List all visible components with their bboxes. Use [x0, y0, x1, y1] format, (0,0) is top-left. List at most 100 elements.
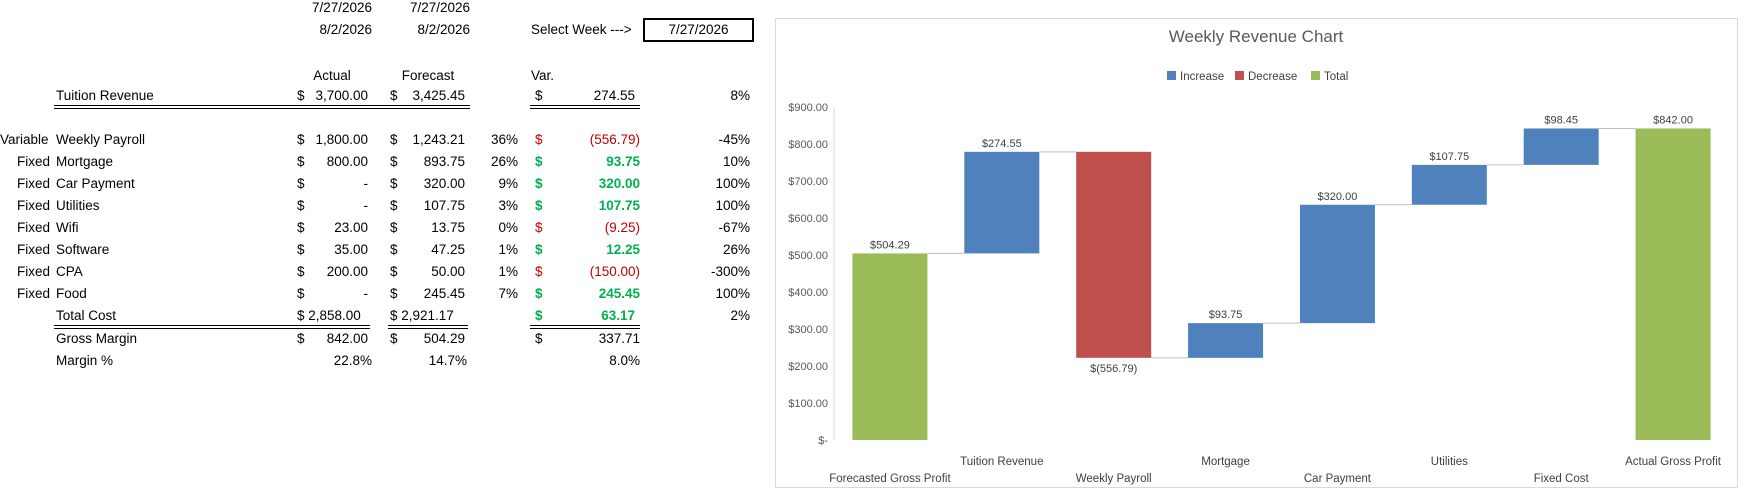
cost-var-symbol: $ — [535, 154, 543, 169]
cost-forecast: 13.75 — [431, 220, 465, 235]
cost-label: CPA — [56, 264, 83, 279]
total-cost-actual: $ 2,858.00 — [297, 308, 361, 323]
cost-label: Weekly Payroll — [56, 132, 146, 147]
cost-label: Utilities — [56, 198, 100, 213]
waterfall-bar-increase — [1523, 128, 1599, 165]
cost-forecast-symbol: $ — [390, 264, 398, 279]
margin-pct-var: 8.0% — [609, 353, 640, 368]
cost-forecast-symbol: $ — [390, 132, 398, 147]
waterfall-bar-increase — [1411, 164, 1487, 205]
gross-margin-actual: 842.00 — [326, 331, 368, 346]
cost-type: Fixed — [17, 176, 51, 191]
select-week-value: 7/27/2026 — [668, 22, 729, 37]
revenue-underline — [54, 105, 470, 109]
cost-forecast: 1,243.21 — [412, 132, 465, 147]
data-label: $842.00 — [1653, 114, 1693, 126]
weekly-revenue-chart[interactable]: Weekly Revenue Chart Increase Decrease Tota… — [775, 18, 1738, 488]
cost-actual-symbol: $ — [297, 198, 305, 213]
cost-label: Food — [56, 286, 87, 301]
cost-share: 0% — [498, 220, 518, 235]
cost-forecast: 107.75 — [423, 198, 465, 213]
revenue-var-symbol: $ — [535, 88, 543, 103]
revenue-var-pct: 8% — [730, 88, 750, 103]
y-tick-label: $400.00 — [788, 287, 828, 299]
cost-share: 1% — [498, 264, 518, 279]
y-tick-label: $300.00 — [788, 324, 828, 336]
cost-forecast-symbol: $ — [390, 242, 398, 257]
cost-share: 26% — [490, 154, 518, 169]
x-category-label: Forecasted Gross Profit — [829, 473, 951, 485]
cost-forecast-symbol: $ — [390, 176, 398, 191]
x-category-label: Utilities — [1431, 456, 1468, 468]
legend-label-decrease: Decrease — [1248, 71, 1297, 83]
cost-type: Fixed — [17, 264, 51, 279]
y-tick-label: $200.00 — [788, 361, 828, 373]
x-category-label: Fixed Cost — [1534, 473, 1590, 485]
cost-var-pct: -300% — [710, 264, 750, 279]
cost-type: Fixed — [17, 154, 51, 169]
revenue-forecast-symbol: $ — [390, 88, 398, 103]
cost-label: Car Payment — [56, 176, 135, 191]
y-tick-label: $500.00 — [788, 250, 828, 262]
x-category-label: Tuition Revenue — [960, 456, 1043, 468]
data-label: $98.45 — [1544, 114, 1578, 126]
cost-var-symbol: $ — [535, 176, 543, 191]
cost-actual-symbol: $ — [297, 154, 305, 169]
cost-actual: - — [363, 286, 369, 301]
waterfall-bar-increase — [1188, 323, 1264, 358]
cost-forecast-symbol: $ — [390, 198, 398, 213]
data-label: $274.55 — [982, 138, 1022, 150]
cost-actual: - — [363, 198, 369, 213]
actual-end-date: 8/2/2026 — [319, 22, 372, 37]
data-label: $(556.79) — [1090, 363, 1137, 375]
cost-actual-symbol: $ — [297, 264, 305, 279]
legend-swatch-increase — [1167, 71, 1176, 80]
cost-share: 7% — [498, 286, 518, 301]
total-cost-var-pct: 2% — [730, 308, 750, 323]
cost-var-symbol: $ — [535, 242, 543, 257]
select-week-label: Select Week ---> — [531, 22, 632, 37]
cost-actual: 200.00 — [326, 264, 368, 279]
x-category-label: Car Payment — [1304, 473, 1372, 485]
cost-var-pct: 10% — [722, 154, 750, 169]
chart-title: Weekly Revenue Chart — [1169, 27, 1344, 46]
select-week-input[interactable]: 7/27/2026 — [643, 18, 754, 42]
cost-var: 12.25 — [606, 242, 640, 257]
cost-actual: 23.00 — [334, 220, 368, 235]
data-label: $320.00 — [1318, 191, 1358, 203]
cost-var-symbol: $ — [535, 198, 543, 213]
y-tick-label: $900.00 — [788, 102, 828, 114]
cost-var-pct: 100% — [715, 198, 750, 213]
cost-share: 3% — [498, 198, 518, 213]
y-tick-label: $700.00 — [788, 176, 828, 188]
cost-share: 1% — [498, 242, 518, 257]
legend-swatch-decrease — [1235, 71, 1244, 80]
cost-forecast: 320.00 — [423, 176, 465, 191]
cost-actual-symbol: $ — [297, 176, 305, 191]
total-cost-actual-topline — [295, 325, 370, 329]
x-category-label: Actual Gross Profit — [1625, 456, 1722, 468]
cost-forecast-symbol: $ — [390, 220, 398, 235]
waterfall-bar-increase — [1299, 204, 1375, 324]
y-tick-label: $100.00 — [788, 398, 828, 410]
cost-share: 36% — [490, 132, 518, 147]
cost-var-pct: 100% — [715, 286, 750, 301]
cost-var-symbol: $ — [535, 220, 543, 235]
cost-actual: - — [363, 176, 369, 191]
cost-var-symbol: $ — [535, 286, 543, 301]
gross-margin-forecast-symbol: $ — [390, 331, 398, 346]
cost-type: Fixed — [17, 198, 51, 213]
cost-var: 107.75 — [598, 198, 640, 213]
cost-actual-symbol: $ — [297, 242, 305, 257]
gross-margin-forecast: 504.29 — [423, 331, 465, 346]
total-cost-var: 63.17 — [601, 308, 635, 323]
cost-actual-symbol: $ — [297, 132, 305, 147]
x-category-label: Mortgage — [1201, 456, 1250, 468]
column-header-forecast: Forecast — [401, 68, 455, 83]
cost-forecast: 245.45 — [423, 286, 465, 301]
y-tick-label: $- — [818, 435, 828, 447]
margin-pct-forecast: 14.7% — [428, 353, 467, 368]
revenue-forecast: 3,425.45 — [412, 88, 465, 103]
column-header-var: Var. — [531, 68, 555, 83]
cost-actual: 35.00 — [334, 242, 368, 257]
